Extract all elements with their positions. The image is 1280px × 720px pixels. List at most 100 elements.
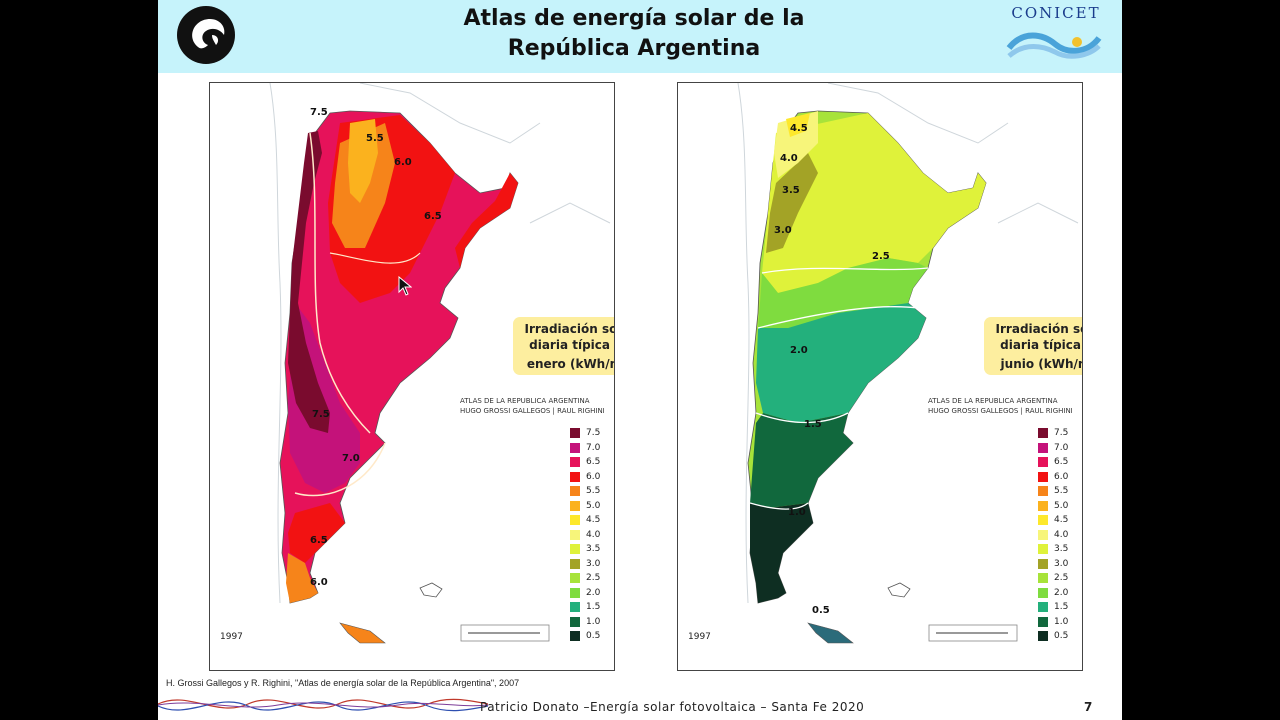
scale-swatch bbox=[1038, 442, 1048, 453]
scale-label: 1.0 bbox=[586, 616, 601, 627]
scale-label: 1.5 bbox=[1054, 602, 1069, 613]
contour-label: 7.5 bbox=[310, 107, 328, 118]
scale-item: 4.5 bbox=[570, 513, 610, 528]
contour-label: 3.0 bbox=[774, 225, 792, 236]
info-box-enero: Irradiación solar diaria típica de enero… bbox=[513, 317, 615, 375]
scale-label: 6.0 bbox=[586, 471, 601, 482]
scale-swatch bbox=[570, 486, 580, 497]
scale-item: 6.0 bbox=[570, 470, 610, 485]
scale-item: 3.0 bbox=[1038, 557, 1078, 572]
scale-label: 6.5 bbox=[586, 457, 601, 468]
scale-swatch bbox=[570, 442, 580, 453]
slide-title: Atlas de energía solar de la República A… bbox=[398, 4, 870, 64]
contour-label: 2.5 bbox=[872, 251, 890, 262]
info-box-unit: junio (kWh/m bbox=[1000, 357, 1083, 371]
scale-swatch bbox=[570, 631, 580, 642]
title-line-2: República Argentina bbox=[507, 36, 761, 61]
scale-item: 6.0 bbox=[1038, 470, 1078, 485]
scale-swatch bbox=[570, 587, 580, 598]
scale-swatch bbox=[1038, 471, 1048, 482]
scale-label: 0.5 bbox=[586, 631, 601, 642]
scale-item: 5.5 bbox=[1038, 484, 1078, 499]
scale-swatch bbox=[1038, 616, 1048, 627]
header-bar: Atlas de energía solar de la República A… bbox=[158, 0, 1122, 73]
scale-label: 5.5 bbox=[1054, 486, 1069, 497]
info-box-junio: Irradiación solar diaria típica de junio… bbox=[984, 317, 1083, 375]
scale-item: 5.5 bbox=[570, 484, 610, 499]
page-number: 7 bbox=[1084, 700, 1093, 714]
scale-swatch bbox=[1038, 631, 1048, 642]
info-box-line: diaria típica de bbox=[1000, 338, 1082, 352]
scale-bar-icon bbox=[928, 624, 1018, 642]
contour-label: 6.5 bbox=[424, 211, 442, 222]
scale-item: 1.0 bbox=[570, 615, 610, 630]
scale-swatch bbox=[570, 616, 580, 627]
scale-swatch bbox=[570, 558, 580, 569]
scale-swatch bbox=[570, 602, 580, 613]
map-year: 1997 bbox=[688, 632, 711, 642]
scale-label: 7.0 bbox=[586, 442, 601, 453]
scale-swatch bbox=[1038, 544, 1048, 555]
scale-swatch bbox=[570, 457, 580, 468]
contour-label: 4.5 bbox=[790, 123, 808, 134]
scale-item: 7.0 bbox=[1038, 441, 1078, 456]
scale-swatch bbox=[1038, 587, 1048, 598]
scale-item: 2.0 bbox=[570, 586, 610, 601]
scale-label: 7.5 bbox=[1054, 428, 1069, 439]
scale-swatch bbox=[570, 544, 580, 555]
contour-label: 6.5 bbox=[310, 535, 328, 546]
scale-item: 5.0 bbox=[570, 499, 610, 514]
scale-item: 7.5 bbox=[1038, 426, 1078, 441]
contour-label: 7.5 bbox=[312, 409, 330, 420]
color-scale-enero: 7.5 7.0 6.5 6.0 5.5 5.0 4.5 4.0 3.5 3.0 2.5 2.0 1.5 1… bbox=[570, 426, 610, 644]
scale-swatch bbox=[1038, 529, 1048, 540]
atlas-authors: HUGO GROSSI GALLEGOS | RAUL RIGHINI bbox=[460, 407, 605, 415]
scale-swatch bbox=[1038, 428, 1048, 439]
scale-label: 4.0 bbox=[1054, 529, 1069, 540]
info-box-line: enero (kWh/m2) bbox=[513, 353, 615, 372]
scale-swatch bbox=[570, 500, 580, 511]
info-box-line: junio (kWh/m2) bbox=[984, 353, 1083, 372]
scale-label: 6.5 bbox=[1054, 457, 1069, 468]
map-year: 1997 bbox=[220, 632, 243, 642]
scale-label: 4.0 bbox=[586, 529, 601, 540]
scale-label: 3.5 bbox=[1054, 544, 1069, 555]
scale-label: 7.0 bbox=[1054, 442, 1069, 453]
scale-swatch bbox=[570, 515, 580, 526]
scale-swatch bbox=[1038, 602, 1048, 613]
atlas-title: ATLAS DE LA REPUBLICA ARGENTINA bbox=[460, 397, 590, 405]
scale-swatch bbox=[1038, 515, 1048, 526]
title-line-1: Atlas de energía solar de la bbox=[463, 6, 805, 31]
atlas-title: ATLAS DE LA REPUBLICA ARGENTINA bbox=[928, 397, 1058, 405]
scale-swatch bbox=[1038, 558, 1048, 569]
info-box-unit: enero (kWh/m bbox=[526, 357, 615, 371]
contour-label: 2.0 bbox=[790, 345, 808, 356]
scale-item: 2.5 bbox=[1038, 571, 1078, 586]
scale-swatch bbox=[1038, 457, 1048, 468]
map-junio-graphic bbox=[678, 83, 1082, 670]
scale-item: 2.0 bbox=[1038, 586, 1078, 601]
scale-item: 0.5 bbox=[570, 629, 610, 644]
map-enero: 7.5 5.5 6.0 6.5 7.5 7.0 6.5 6.0 Irradiac… bbox=[209, 82, 615, 671]
info-box-line: diaria típica de bbox=[529, 338, 614, 352]
contour-label: 6.0 bbox=[310, 577, 328, 588]
scale-label: 3.0 bbox=[586, 558, 601, 569]
scale-swatch bbox=[1038, 573, 1048, 584]
scale-label: 5.5 bbox=[586, 486, 601, 497]
scale-item: 4.0 bbox=[570, 528, 610, 543]
scale-label: 4.5 bbox=[586, 515, 601, 526]
scale-label: 0.5 bbox=[1054, 631, 1069, 642]
scale-item: 2.5 bbox=[570, 571, 610, 586]
scale-label: 1.5 bbox=[586, 602, 601, 613]
contour-label: 3.5 bbox=[782, 185, 800, 196]
conicet-logo-text: CONICET bbox=[1011, 4, 1101, 22]
contour-label: 6.0 bbox=[394, 157, 412, 168]
scale-bar-icon bbox=[460, 624, 550, 642]
scale-item: 1.5 bbox=[570, 600, 610, 615]
mouse-pointer-icon bbox=[398, 276, 412, 296]
scale-label: 5.0 bbox=[1054, 500, 1069, 511]
scale-label: 2.0 bbox=[586, 587, 601, 598]
scale-item: 6.5 bbox=[570, 455, 610, 470]
map-junio: 4.5 4.0 3.5 3.0 2.5 2.0 1.5 1.0 0.5 Irra… bbox=[677, 82, 1083, 671]
scale-swatch bbox=[1038, 486, 1048, 497]
